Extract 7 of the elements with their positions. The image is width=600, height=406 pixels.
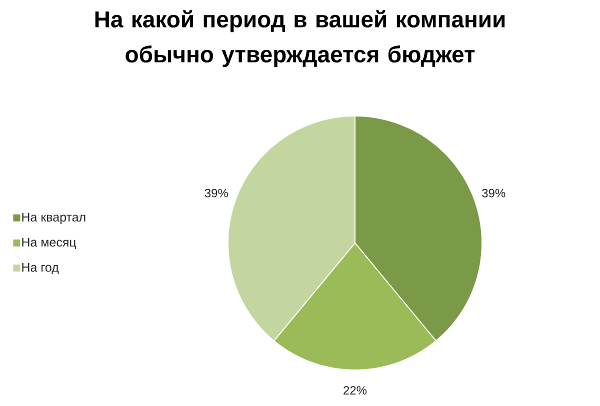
data-label: 22% (344, 386, 367, 395)
legend-label: На год (22, 263, 59, 274)
legend-label: На квартал (22, 212, 86, 224)
chart-title: На какой период в вашей компании обычно утверждается бюджет (95, 10, 505, 68)
data-label: 39% (204, 188, 228, 198)
legend-label: На месяц (22, 238, 76, 250)
data-label: 39% (482, 188, 506, 198)
